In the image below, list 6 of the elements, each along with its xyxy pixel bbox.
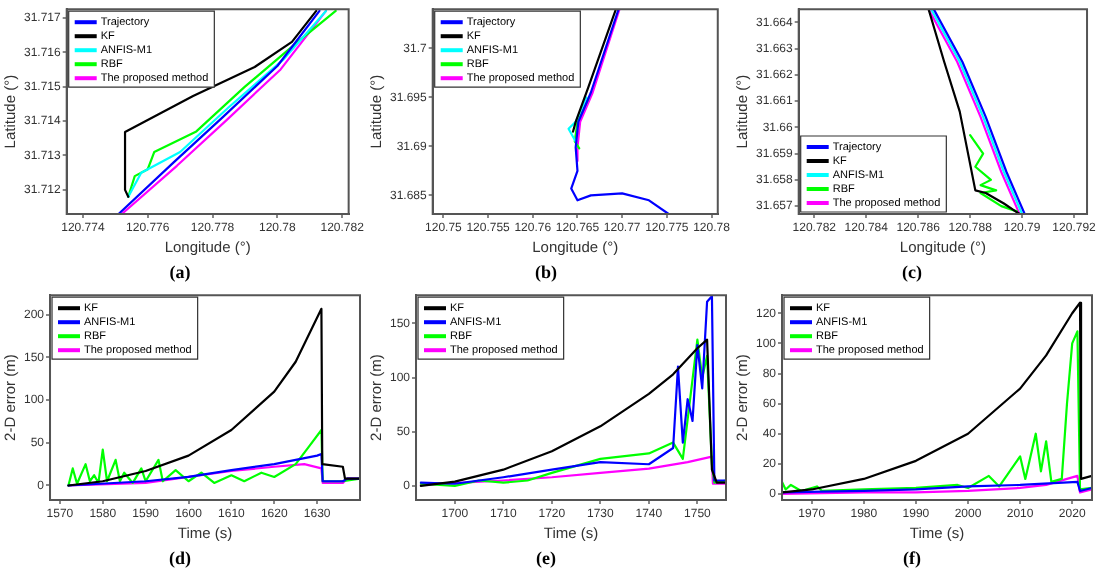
- text: (c): [902, 261, 922, 282]
- text: (a): [169, 261, 191, 282]
- text: (b): [535, 261, 557, 282]
- text: (f): [903, 547, 921, 568]
- text: (e): [536, 547, 556, 568]
- text: (d): [169, 547, 191, 568]
